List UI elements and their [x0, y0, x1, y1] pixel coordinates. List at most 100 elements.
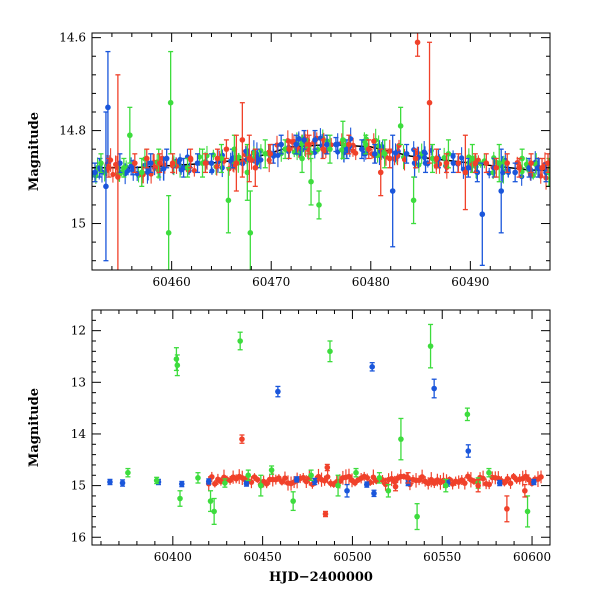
band-point [370, 474, 377, 481]
data-point-green [410, 197, 417, 204]
x-tick-label: 60470 [252, 275, 290, 289]
data-point-blue [97, 164, 103, 171]
data-point-green [335, 482, 341, 489]
data-point-red [106, 164, 112, 171]
data-point-red [115, 174, 121, 180]
dense-point [125, 167, 131, 174]
band-point [462, 480, 468, 486]
band-point [486, 481, 492, 488]
x-tick-label: 60490 [451, 275, 489, 289]
band-point [279, 479, 285, 485]
data-point-green [427, 343, 434, 349]
data-point-green [125, 469, 131, 476]
data-point-green [464, 411, 471, 418]
data-point-green [165, 230, 172, 236]
data-point-green [245, 472, 252, 479]
data-point-red [320, 146, 326, 152]
band-point [538, 474, 544, 480]
data-point-blue [512, 169, 518, 176]
data-point-green [524, 508, 531, 515]
data-point-green [195, 475, 201, 481]
band-point [526, 476, 532, 483]
dense-point [161, 166, 167, 172]
data-point-green [519, 155, 525, 162]
dense-point [371, 138, 377, 144]
data-point-blue [411, 160, 418, 166]
x-tick-label: 60460 [153, 275, 191, 289]
data-point-red [504, 160, 510, 166]
plot-frame [91, 309, 551, 546]
y-tick-label: 16 [71, 530, 86, 544]
dense-point [296, 136, 302, 142]
data-point-green [177, 495, 183, 502]
y-tick-label: 15 [71, 217, 86, 231]
band-point [346, 473, 352, 480]
data-point-red [143, 155, 150, 162]
band-point [480, 475, 486, 482]
data-point-green [222, 480, 228, 486]
data-point-red [455, 160, 462, 166]
x-tick-label: 60600 [513, 550, 551, 564]
plot-frame [91, 32, 551, 271]
data-point-red [214, 155, 221, 162]
dense-point [459, 155, 465, 161]
data-point-red [475, 482, 481, 489]
data-point-blue [208, 160, 215, 166]
data-point-green [247, 230, 254, 236]
band-point [321, 477, 328, 484]
data-point-red [187, 155, 194, 162]
data-point-green [385, 487, 392, 494]
data-point-blue [364, 481, 370, 488]
data-point-red [223, 146, 230, 152]
data-point-red [346, 141, 352, 148]
dense-point [177, 156, 183, 163]
plot-area [107, 323, 544, 531]
dense-point [144, 169, 151, 175]
y-axis-label: Magnitude [27, 388, 42, 467]
dense-point [110, 171, 116, 178]
data-point-red [528, 160, 534, 166]
y-tick-label: 15 [71, 479, 86, 493]
data-point-green [376, 475, 383, 481]
data-point-blue [205, 478, 212, 485]
data-point-blue [194, 160, 201, 166]
data-point-red [483, 160, 490, 166]
data-point-red [267, 151, 274, 157]
data-point-red [156, 160, 163, 166]
band-point [364, 474, 371, 481]
data-point-blue [333, 141, 339, 148]
y-tick-label: 12 [71, 324, 86, 338]
data-point-red [202, 160, 209, 166]
data-point-blue [107, 479, 113, 485]
y-axis-label: Magnitude [27, 112, 42, 191]
data-point-red [493, 164, 500, 171]
data-point-blue [293, 141, 299, 148]
data-point-red [306, 141, 312, 148]
plot-area [92, 33, 550, 270]
data-point-green [153, 477, 160, 484]
y-tick-label: 14.6 [59, 31, 86, 45]
data-point-red [545, 160, 550, 166]
data-point-red [516, 164, 522, 171]
data-point-green [443, 482, 449, 489]
data-point-green [327, 348, 333, 355]
data-point-red [233, 160, 240, 166]
data-point-green [98, 160, 104, 166]
data-point-red [392, 483, 399, 490]
data-point-green [308, 472, 314, 479]
data-point-blue [465, 448, 472, 454]
band-point [382, 481, 389, 488]
data-point-green [127, 132, 133, 139]
data-point-green [429, 155, 436, 162]
data-point-red [322, 511, 329, 517]
data-point-blue [301, 137, 307, 143]
data-point-red [132, 160, 138, 166]
x-tick-label: 60500 [333, 550, 371, 564]
data-point-green [211, 508, 217, 515]
band-point [276, 475, 282, 481]
data-point-blue [293, 476, 300, 483]
band-point [282, 475, 288, 481]
band-point [300, 474, 307, 481]
x-tick-label: 60450 [244, 550, 282, 564]
data-point-blue [92, 169, 98, 176]
